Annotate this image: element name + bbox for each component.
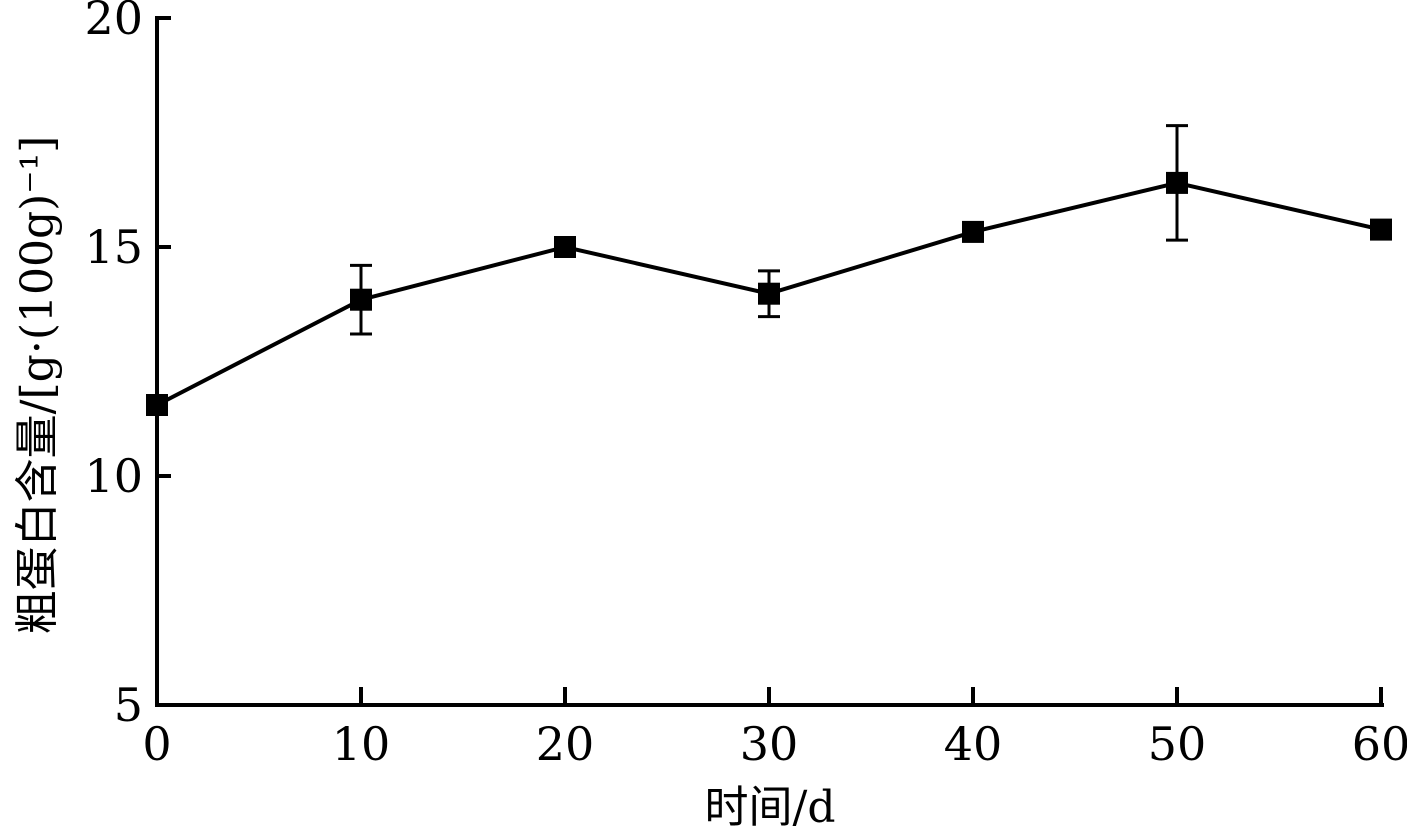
data-point-marker bbox=[1166, 171, 1188, 194]
data-point-marker bbox=[962, 220, 984, 243]
y-ticks: 5 10 15 20 bbox=[84, 0, 171, 732]
x-tick-label: 20 bbox=[536, 717, 595, 771]
data-point-marker bbox=[146, 394, 168, 416]
data-point-marker bbox=[554, 236, 576, 258]
x-tick-label: 0 bbox=[142, 717, 171, 771]
axes bbox=[155, 16, 1384, 707]
series bbox=[146, 124, 1392, 416]
x-axis-label: 时间/d bbox=[705, 782, 836, 832]
x-tick-label: 10 bbox=[332, 717, 391, 771]
x-tick-label: 50 bbox=[1148, 717, 1207, 771]
y-tick-label: 15 bbox=[84, 220, 143, 274]
data-point-marker bbox=[1370, 218, 1392, 241]
x-ticks: 0 10 20 30 40 50 60 bbox=[142, 687, 1407, 771]
y-tick-label: 20 bbox=[84, 0, 143, 45]
y-axis-label: 粗蛋白含量/[g·(100g)⁻¹] bbox=[12, 136, 63, 635]
data-point-marker bbox=[758, 282, 780, 305]
x-tick-label: 60 bbox=[1352, 717, 1407, 771]
y-tick-label: 10 bbox=[84, 449, 143, 503]
x-tick-label: 40 bbox=[944, 717, 1003, 771]
data-point-marker bbox=[350, 288, 372, 311]
x-tick-label: 30 bbox=[740, 717, 799, 771]
y-tick-label: 5 bbox=[114, 678, 143, 732]
